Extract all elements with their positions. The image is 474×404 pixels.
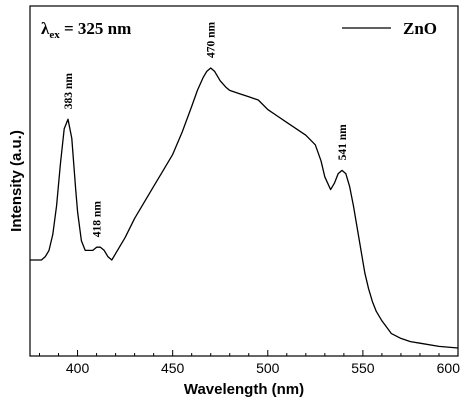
excitation-label: λex = 325 nm [41, 19, 131, 41]
x-tick-label: 450 [161, 360, 185, 376]
peak-annotation: 383 nm [63, 73, 75, 110]
excitation-symbol: λ [41, 19, 50, 38]
x-tick-label: 500 [256, 360, 280, 376]
excitation-subscript: ex [49, 29, 60, 41]
series-line-zno [30, 67, 459, 349]
x-tick-label: 550 [351, 360, 375, 376]
x-tick-label: 400 [66, 360, 90, 376]
peak-annotation: 418 nm [92, 201, 104, 238]
legend-label: ZnO [403, 19, 437, 38]
plot-frame [29, 5, 459, 357]
legend: ZnO [342, 19, 437, 38]
peak-annotation: 541 nm [337, 124, 349, 161]
excitation-rest: = 325 nm [60, 19, 132, 38]
y-axis-label: Intensity (a.u.) [8, 130, 25, 232]
peak-annotation: 470 nm [206, 21, 218, 58]
x-axis-label: Wavelength (nm) [184, 381, 304, 398]
series-layer [30, 67, 459, 349]
x-axis-ticks: 400 450 500 550 600 [39, 350, 461, 376]
x-tick-label: 600 [437, 360, 461, 376]
annotation-layer: 383 nm 418 nm 470 nm 541 nm [63, 21, 349, 237]
